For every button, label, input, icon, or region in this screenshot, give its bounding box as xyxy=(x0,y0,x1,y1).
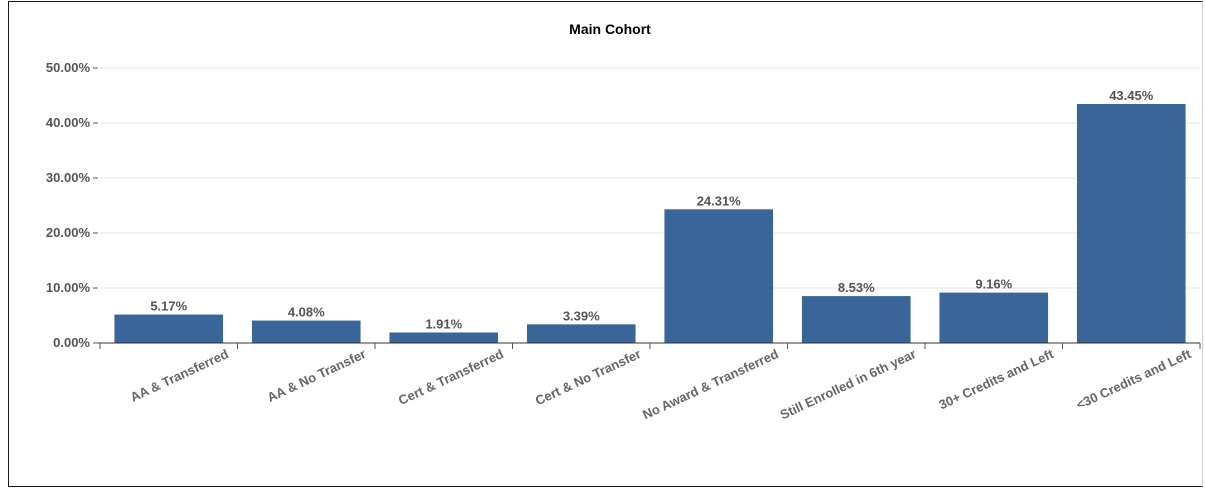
bar xyxy=(939,292,1049,343)
chart-title: Main Cohort xyxy=(569,21,651,37)
y-tick-label: 40.00% xyxy=(46,115,91,130)
x-axis-ticks: AA & Transferred AA & No Transfer Cert & T… xyxy=(99,343,1201,422)
bar xyxy=(526,324,636,343)
y-axis-ticks: 0.00% 10.00% 20.00% 30.00% 40.00% 50.00% xyxy=(46,60,98,350)
bar xyxy=(251,320,361,343)
data-label: 3.39% xyxy=(563,308,600,323)
data-label: 8.53% xyxy=(838,280,875,295)
data-labels: 5.17% 4.08% 1.91% 3.39% 24.31% 8.53% 9.16% 43.4… xyxy=(150,88,1153,331)
y-tick-label: 0.00% xyxy=(53,335,90,350)
x-tick-label: AA & Transferred xyxy=(128,346,231,405)
bar xyxy=(1076,104,1186,344)
data-label: 5.17% xyxy=(150,299,187,314)
x-tick-label: <30 Credits and Left xyxy=(1074,346,1194,413)
x-tick-label: Cert & Transferred xyxy=(396,346,506,408)
bar xyxy=(664,209,774,343)
bars xyxy=(114,104,1186,344)
x-tick-label: Still Enrolled in 6th year xyxy=(778,346,919,422)
bar xyxy=(801,296,911,343)
y-tick-label: 10.00% xyxy=(46,280,91,295)
data-label: 24.31% xyxy=(697,193,742,208)
y-tick-label: 50.00% xyxy=(46,60,91,75)
x-tick-label: AA & No Transfer xyxy=(265,346,368,405)
chart-frame xyxy=(8,1,1203,487)
data-label: 43.45% xyxy=(1109,88,1154,103)
bar xyxy=(114,314,224,343)
gridlines xyxy=(100,67,1200,289)
y-tick-label: 30.00% xyxy=(46,170,91,185)
data-label: 9.16% xyxy=(975,277,1012,292)
x-tick-label: Cert & No Transfer xyxy=(533,346,643,408)
x-tick-label: 30+ Credits and Left xyxy=(936,346,1056,413)
bar xyxy=(389,332,499,343)
data-label: 4.08% xyxy=(288,305,325,320)
y-tick-label: 20.00% xyxy=(46,225,91,240)
data-label: 1.91% xyxy=(425,316,462,331)
x-tick-label: No Award & Transferred xyxy=(640,346,781,422)
